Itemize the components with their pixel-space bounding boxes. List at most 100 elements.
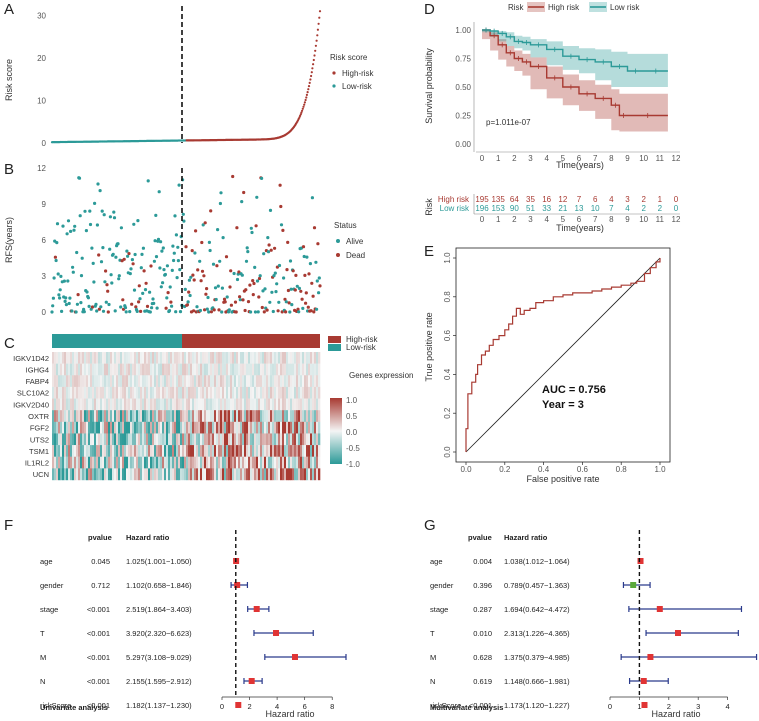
c-cell: [150, 421, 153, 434]
c-cell: [242, 410, 245, 423]
c-cell: [154, 410, 157, 423]
c-cell: [264, 421, 267, 434]
b-point: [66, 219, 71, 223]
d-table-xtick-10: 10: [639, 215, 648, 224]
b-point: [294, 273, 298, 277]
c-cell: [112, 421, 115, 434]
c-cell: [280, 421, 283, 434]
b-point: [203, 221, 207, 225]
c-cell: [142, 352, 145, 364]
c-cell: [232, 375, 235, 388]
c-cell: [64, 456, 67, 469]
a-legend-high: High-risk: [342, 69, 375, 78]
c-cell: [138, 375, 141, 388]
b-point: [312, 226, 317, 230]
c-cell: [286, 410, 289, 423]
c-cell: [94, 363, 97, 376]
c-cell: [104, 375, 107, 388]
a-legend-low: Low-risk: [342, 82, 373, 91]
c-cell: [78, 386, 81, 399]
c-cell: [194, 445, 197, 457]
d-legend-high-swatch: [527, 2, 545, 12]
c-gene-label: UTS2: [30, 435, 49, 444]
d-xtick-7: 7: [593, 154, 598, 163]
c-cell: [90, 398, 93, 411]
c-cell: [148, 375, 151, 388]
c-cell: [112, 445, 115, 457]
c-cell: [140, 433, 143, 446]
c-cell: [148, 410, 151, 423]
c-cell: [122, 386, 125, 399]
c-cell: [260, 352, 263, 364]
c-cell: [272, 445, 275, 457]
c-cell: [248, 410, 251, 423]
c-cell: [64, 363, 67, 376]
f-var: N: [40, 677, 45, 686]
c-cell: [310, 375, 313, 388]
d-table-cell: 135: [491, 195, 505, 204]
c-cell: [306, 421, 309, 434]
c-cell: [60, 410, 63, 423]
c-cell: [86, 363, 89, 376]
b-point: [129, 267, 133, 271]
c-cell: [266, 398, 269, 411]
d-table-xlabel: Time(years): [556, 223, 604, 233]
c-cell: [244, 468, 247, 481]
c-cell: [68, 398, 71, 411]
c-cell: [54, 375, 57, 388]
b-point: [110, 281, 114, 285]
c-cell: [172, 468, 175, 481]
c-cell: [78, 410, 81, 423]
c-cell: [302, 468, 305, 481]
c-cell: [276, 410, 279, 423]
c-cell: [154, 468, 157, 481]
c-cell: [102, 445, 105, 457]
c-cell: [130, 468, 133, 481]
c-cell: [70, 445, 73, 457]
c-cell: [296, 375, 299, 388]
c-cell: [282, 421, 285, 434]
c-cell: [114, 468, 117, 481]
b-point: [130, 258, 134, 262]
c-cell: [310, 398, 313, 411]
b-point: [256, 310, 260, 314]
c-cell: [70, 456, 73, 469]
c-cell: [194, 386, 197, 399]
b-point: [174, 233, 178, 237]
f-xtick-3: 6: [303, 702, 307, 711]
c-cell: [228, 375, 231, 388]
c-cell: [310, 410, 313, 423]
c-cell: [82, 456, 85, 469]
c-cell: [206, 410, 209, 423]
b-point: [257, 295, 261, 299]
c-cell: [316, 468, 319, 481]
c-cell: [306, 433, 309, 446]
c-cell: [124, 410, 127, 423]
c-cell: [286, 433, 289, 446]
c-cell: [52, 352, 55, 364]
c-cell: [172, 375, 175, 388]
b-point: [309, 309, 313, 313]
g-var: gender: [430, 581, 454, 590]
c-cell: [110, 433, 113, 446]
c-cell: [80, 468, 83, 481]
b-point: [154, 255, 159, 259]
g-var: T: [430, 629, 435, 638]
b-point: [117, 277, 121, 281]
c-cell: [202, 445, 205, 457]
c-cell: [248, 352, 251, 364]
c-cell: [298, 433, 301, 446]
c-cell: [220, 456, 223, 469]
c-cell: [86, 410, 89, 423]
c-cell: [248, 375, 251, 388]
g-hr-point: [637, 558, 644, 564]
c-cell: [210, 410, 213, 423]
c-cell: [74, 456, 77, 469]
c-cell: [306, 398, 309, 411]
c-cell: [106, 375, 109, 388]
c-cell: [72, 352, 75, 364]
c-cell: [104, 363, 107, 376]
b-point: [235, 277, 240, 282]
c-cell: [188, 352, 191, 364]
